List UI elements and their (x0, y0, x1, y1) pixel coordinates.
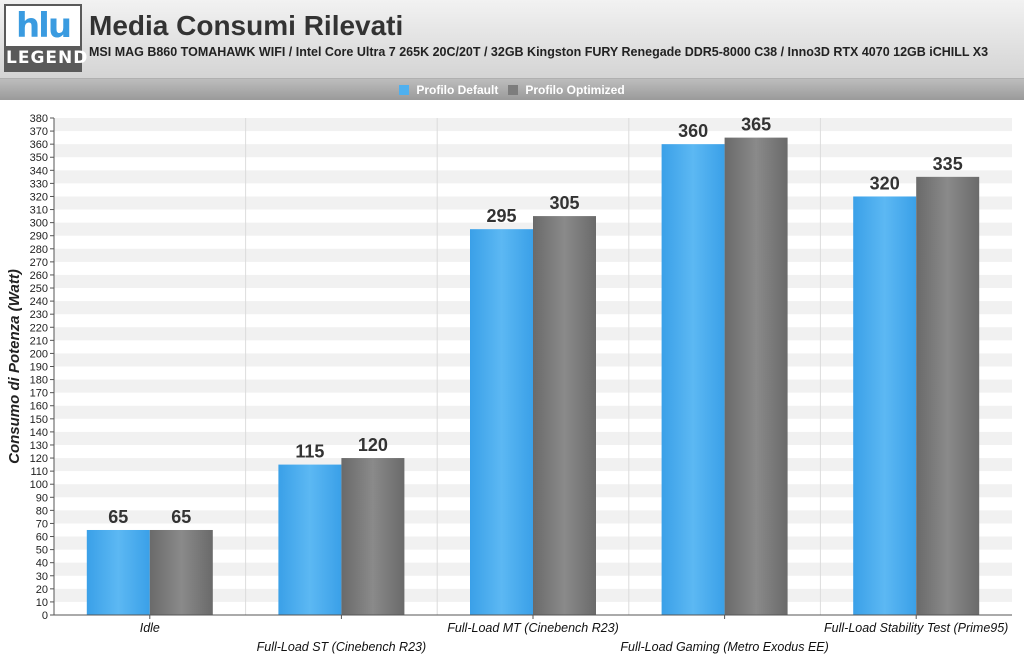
y-tick-label: 280 (30, 244, 48, 256)
legend-swatch-optimized (508, 84, 519, 95)
legend-bar: Profilo Default Profilo Optimized (0, 79, 1024, 100)
y-tick-label: 300 (30, 218, 48, 230)
bar-value-label: 65 (171, 507, 191, 527)
y-tick-label: 30 (36, 571, 48, 583)
bar-value-label: 365 (741, 115, 771, 135)
legend-item-optimized: Profilo Optimized (508, 82, 625, 97)
bar-default (470, 229, 533, 615)
y-tick-label: 10 (36, 597, 48, 609)
y-tick-label: 150 (30, 414, 48, 426)
bar-optimized (533, 216, 596, 615)
site-logo: hlu LEGEND (4, 4, 89, 72)
x-category-label: Full-Load ST (Cinebench R23) (257, 640, 427, 654)
legend-label-optimized: Profilo Optimized (525, 82, 625, 97)
y-tick-label: 70 (36, 518, 48, 530)
bar-optimized (149, 529, 213, 615)
legend-item-default: Profilo Default (399, 83, 498, 97)
y-tick-label: 60 (36, 532, 48, 544)
chart-subtitle: MSI MAG B860 TOMAHAWK WIFI / Intel Core … (89, 45, 989, 59)
y-tick-label: 250 (30, 283, 48, 295)
y-tick-label: 310 (30, 205, 48, 217)
logo-mark: hlu (15, 6, 72, 46)
y-tick-label: 240 (30, 296, 48, 308)
y-tick-label: 100 (30, 479, 48, 491)
y-tick-label: 320 (30, 191, 48, 203)
grid-band (54, 118, 1012, 132)
x-category-label: Full-Load MT (Cinebench R23) (447, 621, 619, 635)
y-tick-label: 370 (30, 126, 48, 138)
y-tick-label: 340 (30, 165, 48, 177)
chart-header: hlu LEGEND Media Consumi Rilevati MSI MA… (0, 0, 1024, 79)
y-tick-label: 110 (30, 466, 48, 478)
y-tick-label: 0 (42, 610, 48, 622)
y-tick-label: 40 (36, 558, 48, 570)
grid-band (54, 170, 1012, 184)
y-tick-label: 190 (30, 362, 48, 374)
chart-title: Media Consumi Rilevati (89, 10, 404, 41)
logo-wordmark: LEGEND (6, 46, 89, 70)
legend: Profilo Default Profilo Optimized (0, 79, 1024, 100)
bar-default (661, 144, 725, 615)
bar-value-label: 305 (549, 193, 579, 213)
y-tick-label: 230 (30, 309, 48, 321)
y-tick-label: 350 (30, 152, 48, 164)
bar-value-label: 360 (678, 121, 708, 141)
y-tick-label: 50 (36, 545, 48, 557)
y-tick-label: 270 (30, 257, 48, 269)
y-tick-label: 80 (36, 505, 48, 517)
x-category-label: Idle (140, 621, 160, 635)
x-category-label: Full-Load Gaming (Metro Exodus EE) (620, 640, 828, 654)
x-category-label: Full-Load Stability Test (Prime95) (824, 621, 1008, 635)
legend-swatch-default (399, 84, 410, 95)
y-tick-label: 90 (36, 492, 48, 504)
bar-value-label: 320 (870, 173, 900, 193)
bar-optimized (724, 137, 788, 616)
y-axis-label: Consumo di Potenza (Watt) (6, 269, 23, 464)
y-tick-label: 220 (30, 322, 48, 334)
y-tick-label: 130 (30, 440, 48, 452)
y-tick-label: 210 (30, 335, 48, 347)
bar-default (853, 196, 917, 615)
bar-optimized (916, 176, 980, 615)
y-tick-label: 200 (30, 348, 48, 360)
bar-default (278, 464, 342, 615)
bar-value-label: 65 (108, 507, 128, 527)
bar-value-label: 115 (295, 442, 324, 462)
y-tick-label: 290 (30, 231, 48, 243)
y-tick-label: 260 (30, 270, 48, 282)
bar-value-label: 120 (358, 435, 388, 455)
y-tick-label: 160 (30, 401, 48, 413)
bar-value-label: 295 (486, 206, 516, 226)
grid-band (54, 144, 1012, 158)
y-tick-label: 140 (30, 427, 48, 439)
y-tick-label: 380 (30, 113, 48, 125)
y-tick-label: 170 (30, 388, 48, 400)
y-tick-label: 20 (36, 584, 48, 596)
bar-default (86, 529, 150, 615)
bar-optimized (341, 458, 405, 615)
y-tick-label: 180 (30, 375, 48, 387)
y-tick-label: 330 (30, 178, 48, 190)
legend-label-default: Profilo Default (416, 82, 499, 97)
y-tick-label: 360 (30, 139, 48, 151)
y-tick-label: 120 (30, 453, 48, 465)
bar-value-label: 335 (933, 154, 963, 174)
